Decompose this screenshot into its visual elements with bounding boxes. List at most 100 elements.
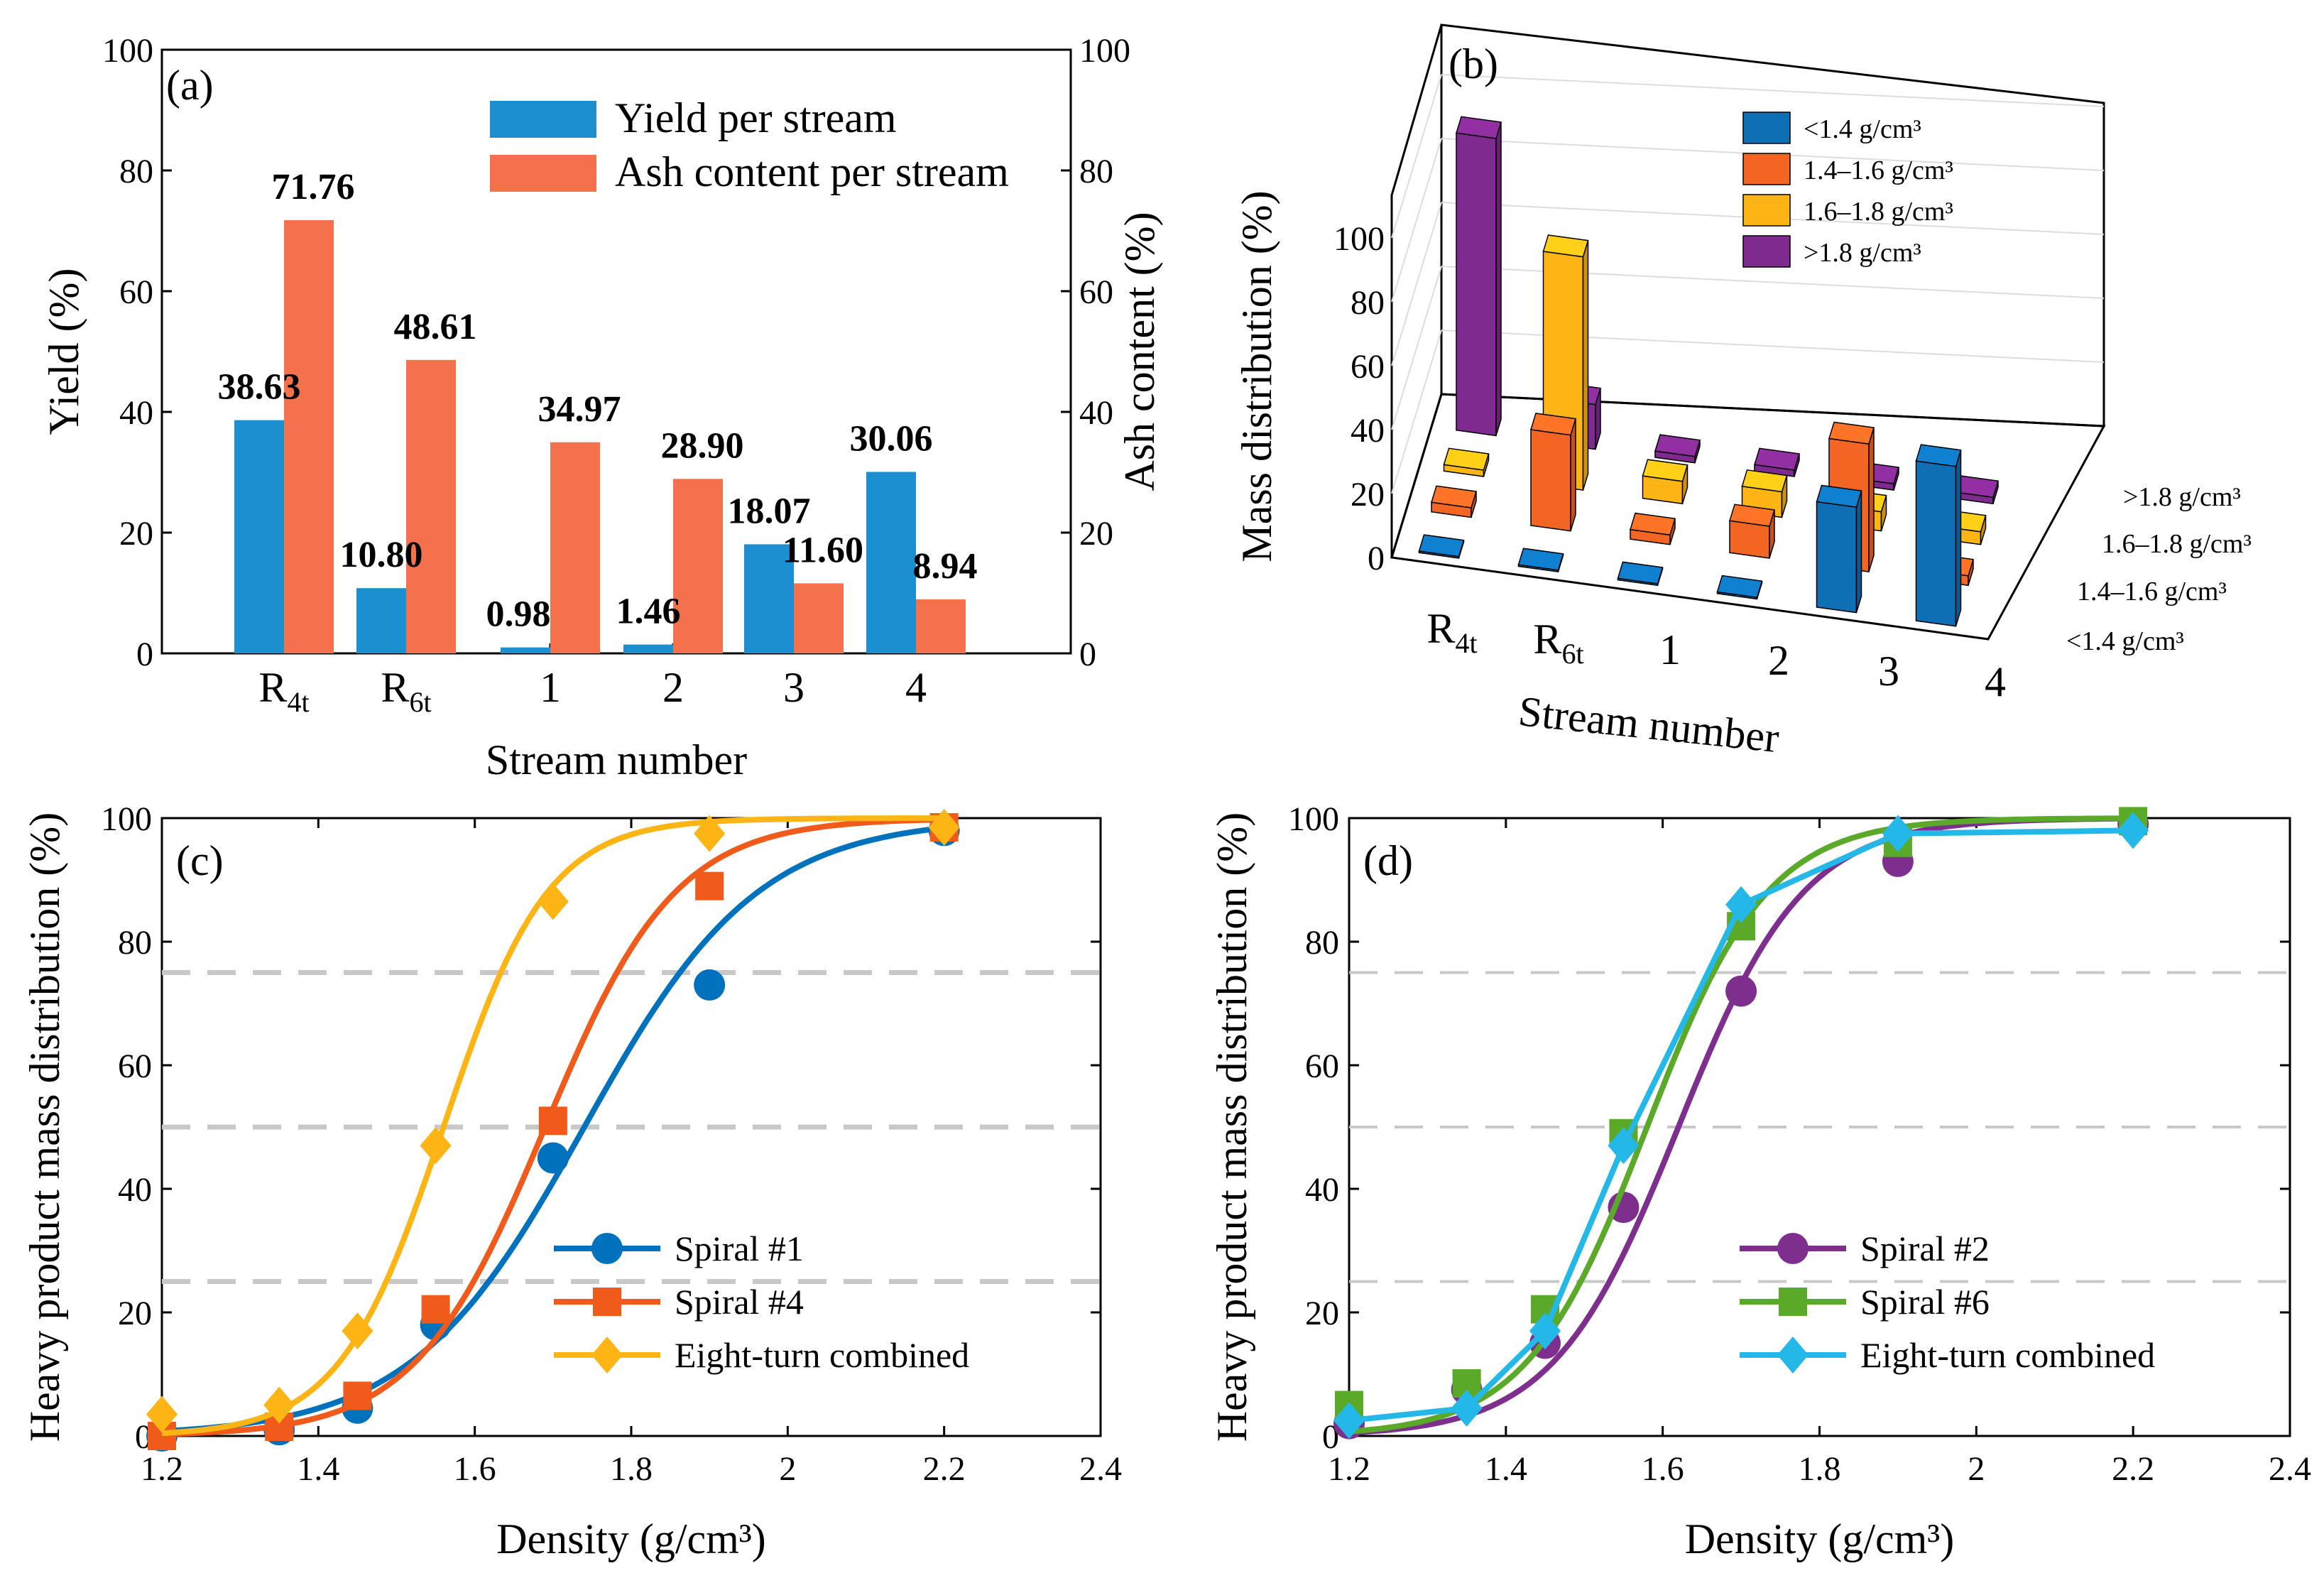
x-tick-label-b-main: 4 <box>1985 658 2006 705</box>
floor-b <box>1390 393 2106 641</box>
y2-tick-label-a: 60 <box>1079 273 1113 311</box>
x-tick-label-a-main: R <box>258 664 287 711</box>
data-label-yield: 0.98 <box>486 594 551 635</box>
y2-tick-label-a: 40 <box>1079 394 1113 432</box>
y-tick-label-a: 100 <box>102 32 153 70</box>
z-tick-label-b: 0 <box>1368 540 1385 577</box>
y-tick-label: 40 <box>1305 1171 1339 1209</box>
x-tick-label: 1.2 <box>141 1450 183 1488</box>
y-tick-label-a: 0 <box>136 636 153 673</box>
x-tick-label-b-main: 1 <box>1659 626 1681 673</box>
bar3d-side <box>1582 240 1589 491</box>
x-axis-title-d: Density (g/cm³) <box>1685 1516 1955 1562</box>
data-point <box>1451 1389 1483 1427</box>
bar3d-front <box>1530 429 1571 532</box>
legend-marker <box>591 1337 623 1373</box>
x-tick-label: 1.8 <box>1799 1450 1841 1488</box>
bar-ash <box>794 583 844 653</box>
x-tick-label: 1.8 <box>610 1450 653 1488</box>
bar3d-top <box>1443 447 1490 471</box>
bar3d-top <box>1816 484 1862 508</box>
x-tick-label: 2.2 <box>923 1450 966 1488</box>
data-point <box>1725 975 1757 1007</box>
legend-label: Spiral #4 <box>675 1282 804 1322</box>
y-tick-label: 80 <box>118 924 152 962</box>
bar3d-top <box>1716 575 1763 599</box>
bar3d-top <box>1754 447 1800 471</box>
data-label-yield: 30.06 <box>850 418 933 459</box>
data-point <box>1725 886 1757 923</box>
bar-yield <box>356 588 406 653</box>
bar3d-top <box>1530 413 1576 436</box>
bar-yield <box>744 544 794 653</box>
x-tick-label-a: 3 <box>783 664 804 711</box>
bar3d-side <box>1855 490 1862 613</box>
bar3d-front <box>1729 520 1770 559</box>
z-axis-title-b: Mass distribution (%) <box>1233 190 1280 562</box>
grid-line-b <box>1441 74 2105 107</box>
data-label-ash: 28.90 <box>661 425 744 466</box>
y-axis-title-a: Yield (%) <box>40 268 87 435</box>
x-tick-label: 1.2 <box>1328 1450 1370 1488</box>
bar3d-top <box>1642 459 1689 482</box>
x-tick-label: 1.4 <box>297 1450 339 1488</box>
x-tick-label-a: R4t <box>258 664 309 718</box>
data-point <box>1882 815 1914 852</box>
y2-axis-title-a: Ash content (%) <box>1116 212 1163 491</box>
bar-ash <box>406 359 456 653</box>
x-tick-label-b: R4t <box>1426 605 1477 659</box>
bar3d-front <box>1816 501 1857 614</box>
bar3d-top <box>1630 512 1676 536</box>
x-tick-label: 2.4 <box>1079 1450 1122 1488</box>
x-axis-title-b: Stream number <box>1517 687 1782 761</box>
data-point <box>695 871 724 900</box>
y-tick-label: 100 <box>1288 800 1339 838</box>
data-point <box>421 1295 450 1324</box>
y-tick-label-a: 20 <box>119 515 153 553</box>
bar3d-top <box>1729 504 1775 527</box>
x-tick-label-a-main: 2 <box>662 664 684 711</box>
bar-ash <box>284 220 334 653</box>
bar3d-top <box>1915 444 1962 467</box>
y2-tick-label-a: 100 <box>1079 32 1130 70</box>
y-tick-label: 60 <box>118 1048 152 1085</box>
data-label-yield: 38.63 <box>218 367 301 408</box>
depth-tick-label-b: 1.4–1.6 g/cm³ <box>2077 577 2227 606</box>
y-tick-label-a: 60 <box>119 273 153 311</box>
legend-label-b: 1.6–1.8 g/cm³ <box>1804 197 1953 227</box>
data-point <box>1529 1312 1561 1350</box>
x-tick-label-b-main: R <box>1426 605 1455 652</box>
data-point <box>537 883 569 920</box>
data-point <box>342 1312 373 1350</box>
x-tick-label-a-sub: 6t <box>409 686 431 718</box>
x-tick-label-b-sub: 4t <box>1455 627 1477 659</box>
bar3d-top <box>1456 116 1502 139</box>
bar3d-side <box>1570 418 1576 531</box>
panel-label-c: (c) <box>176 837 224 884</box>
legend-label-ash: Ash content per stream <box>615 148 1009 195</box>
x-tick-label: 2.4 <box>2269 1450 2311 1488</box>
data-label-ash: 8.94 <box>913 546 978 587</box>
x-tick-label: 2 <box>1968 1450 1985 1488</box>
data-label-yield: 18.07 <box>728 491 811 531</box>
legend-label-b: 1.4–1.6 g/cm³ <box>1804 156 1953 185</box>
y-axis-title-d: Heavy product mass distribution (%) <box>1209 812 1255 1442</box>
data-point <box>928 809 960 847</box>
y-tick-label: 80 <box>1305 924 1339 962</box>
data-point <box>146 1395 178 1433</box>
legend-marker <box>1779 1288 1807 1316</box>
y-axis-title-c: Heavy product mass distribution (%) <box>21 812 68 1442</box>
bar3d-top <box>1654 434 1701 457</box>
x-tick-label-a: R6t <box>381 664 431 718</box>
x-tick-label-a-main: R <box>381 664 409 711</box>
bar3d-side <box>1868 427 1875 572</box>
depth-tick-label-b: >1.8 g/cm³ <box>2123 482 2241 512</box>
x-tick-label-b: 4 <box>1985 658 2006 705</box>
bar3d-front <box>1915 460 1957 627</box>
legend-marker <box>1777 1233 1809 1264</box>
depth-tick-label-b: <1.4 g/cm³ <box>2066 626 2184 656</box>
panel-label-b: (b) <box>1449 40 1498 87</box>
grid-line-b <box>1391 330 1442 494</box>
x-tick-label-a-sub: 4t <box>287 686 309 718</box>
